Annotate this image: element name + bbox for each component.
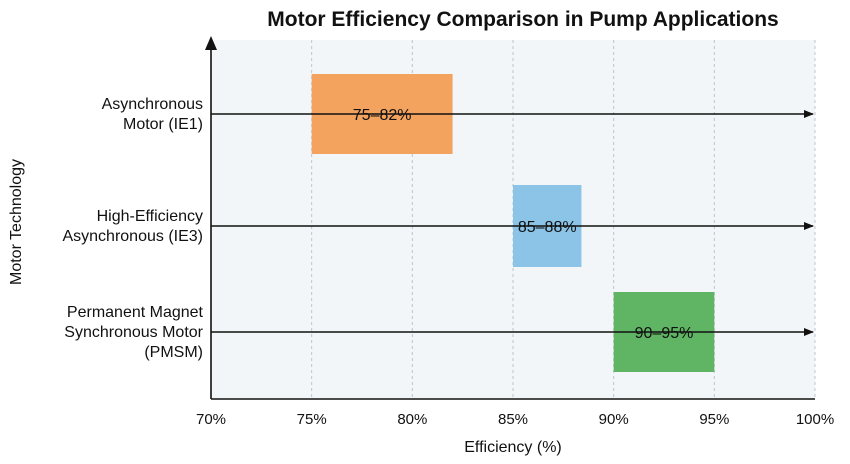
category-row-2: 85–88% High-Efficiency Asynchronous (IE3) [62,185,814,267]
x-tick-labels: 70% 75% 80% 85% 90% 95% 100% [196,411,834,428]
x-tick-label-70: 70% [196,411,226,428]
x-axis-label: Efficiency (%) [464,439,562,456]
x-tick-label-75: 75% [297,411,327,428]
x-tick-label-80: 80% [397,411,427,428]
y-axis-label: Motor Technology [8,159,25,285]
x-tick-label-95: 95% [699,411,729,428]
x-tick-label-85: 85% [498,411,528,428]
bar-data-label-2: 85–88% [518,219,577,236]
category-row-1: 75–82% Asynchronous Motor (IE1) [102,74,814,154]
category-label-3-line-1: Permanent Magnet [67,304,204,321]
category-label-3-line-3: (PMSM) [144,344,203,361]
category-label-1-line-1: Asynchronous [102,96,203,113]
x-tick-label-90: 90% [599,411,629,428]
category-row-3: 90–95% Permanent Magnet Synchronous Motor (… [64,292,814,372]
y-axis-arrow-icon [205,36,217,50]
category-label-2-line-1: High-Efficiency [97,208,203,225]
category-label-1-line-2: Motor (IE1) [123,116,203,133]
category-rows: 75–82% Asynchronous Motor (IE1) 85–88% High-… [62,74,814,372]
bar-data-label-1: 75–82% [353,107,412,124]
category-label-3-line-2: Synchronous Motor [64,324,203,341]
bar-data-label-3: 90–95% [635,325,694,342]
chart-title: Motor Efficiency Comparison in Pump Appl… [267,8,778,31]
x-tick-label-100: 100% [796,411,834,428]
category-label-2-line-2: Asynchronous (IE3) [62,228,203,245]
